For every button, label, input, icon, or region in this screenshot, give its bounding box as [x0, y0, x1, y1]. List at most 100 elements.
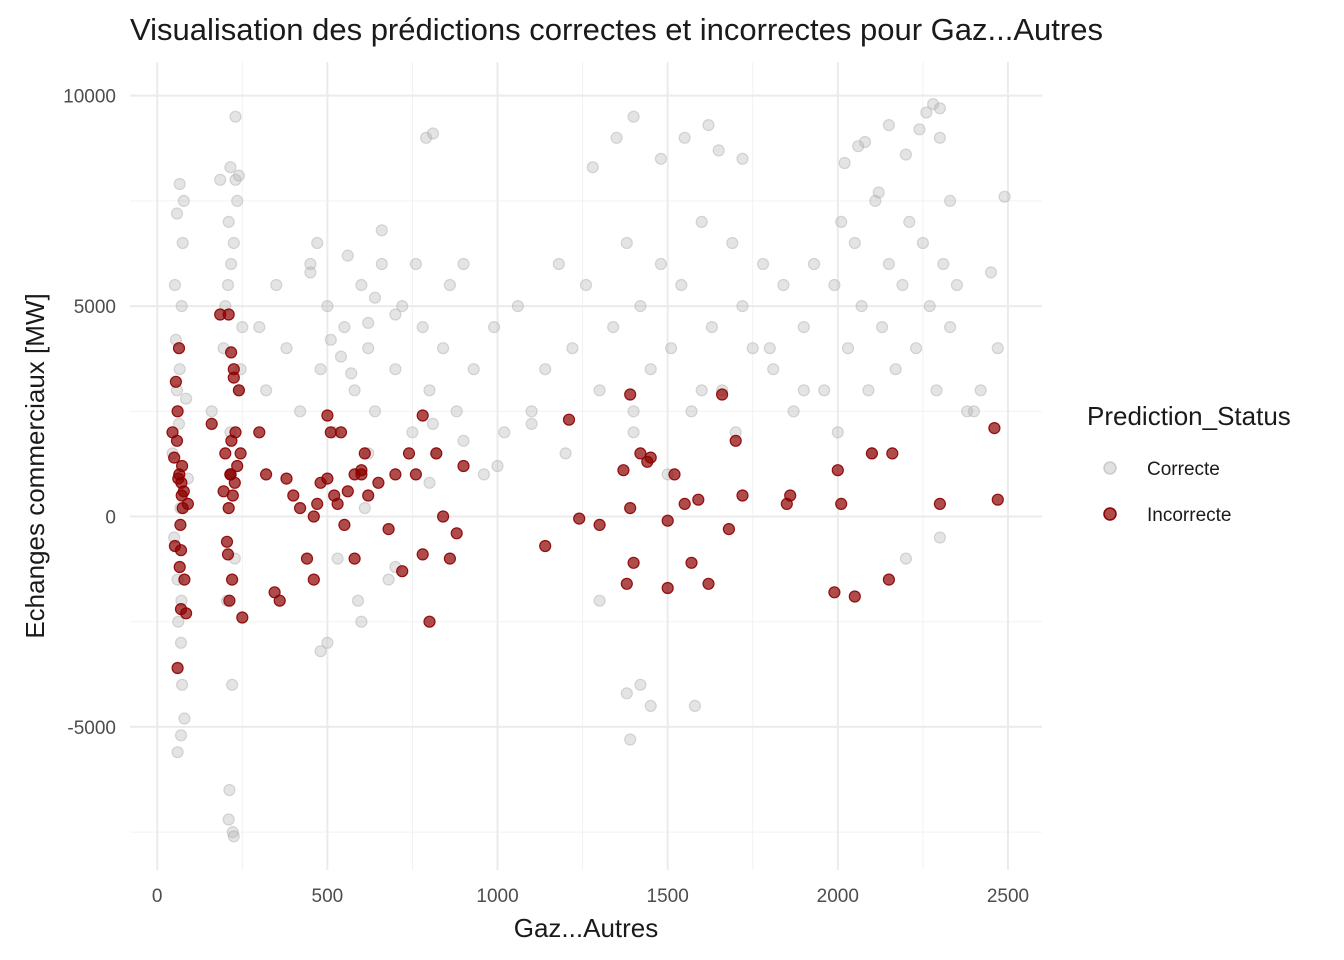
- data-point: [933, 497, 947, 510]
- data-point: [173, 363, 186, 376]
- data-point: [726, 236, 739, 250]
- data-point: [937, 257, 950, 271]
- data-point: [253, 321, 266, 334]
- data-point: [221, 278, 235, 292]
- data-point: [174, 636, 188, 649]
- data-point: [389, 363, 402, 376]
- data-point: [624, 733, 637, 746]
- data-point: [175, 300, 188, 313]
- data-point: [362, 342, 375, 355]
- data-point: [260, 384, 273, 397]
- data-point: [566, 342, 579, 355]
- series-correcte: [166, 97, 1011, 843]
- data-point: [899, 552, 913, 565]
- data-point: [661, 514, 674, 527]
- legend: Prediction_Status Correcte Incorrecte: [1087, 401, 1291, 526]
- data-point: [627, 556, 640, 569]
- data-point: [855, 300, 868, 313]
- data-point: [307, 510, 320, 523]
- data-point: [226, 678, 239, 691]
- data-point: [654, 257, 668, 271]
- data-point: [736, 300, 749, 313]
- data-point: [539, 539, 552, 553]
- data-point: [437, 510, 450, 523]
- data-point: [552, 257, 565, 271]
- data-point: [933, 102, 947, 115]
- data-point: [916, 236, 930, 250]
- data-point: [287, 489, 300, 502]
- data-point: [171, 746, 184, 759]
- data-point: [406, 426, 419, 439]
- data-point: [178, 573, 191, 586]
- data-point: [882, 257, 896, 271]
- data-point: [372, 476, 385, 489]
- data-point: [382, 522, 395, 536]
- data-point: [692, 493, 705, 506]
- data-point: [777, 278, 790, 292]
- data-point: [886, 447, 899, 460]
- data-point: [226, 573, 239, 586]
- data-point: [311, 497, 324, 510]
- data-point: [882, 118, 896, 132]
- data-point: [362, 316, 375, 329]
- data-point: [225, 346, 238, 359]
- y-tick-label: 10000: [63, 87, 116, 108]
- data-point: [664, 342, 678, 355]
- data-point: [722, 522, 736, 536]
- data-point: [368, 291, 382, 304]
- data-point: [221, 548, 235, 561]
- data-point: [300, 552, 314, 565]
- data-point: [389, 468, 402, 481]
- data-point: [573, 512, 586, 525]
- data-point: [260, 468, 273, 481]
- data-point: [865, 447, 879, 460]
- chart-title: Visualisation des prédictions correctes …: [130, 12, 1103, 47]
- data-point: [236, 321, 249, 334]
- data-point: [457, 257, 470, 271]
- data-point: [423, 384, 436, 397]
- x-tick-label: 500: [312, 886, 344, 907]
- data-point: [176, 236, 189, 250]
- grid: [130, 62, 1042, 870]
- data-point: [227, 236, 240, 250]
- data-point: [270, 278, 283, 292]
- data-point: [307, 573, 320, 586]
- data-point: [943, 194, 957, 207]
- data-point: [559, 447, 572, 460]
- data-point: [889, 363, 902, 376]
- data-point: [899, 148, 913, 161]
- data-point: [355, 278, 368, 292]
- data-point: [933, 131, 947, 144]
- data-point: [222, 813, 235, 826]
- data-point: [253, 426, 266, 439]
- x-tick-label: 2000: [817, 886, 859, 907]
- data-point: [998, 190, 1011, 203]
- legend-key-incorrecte: [1103, 507, 1117, 521]
- data-point: [174, 518, 187, 532]
- data-point: [746, 342, 759, 355]
- data-point: [423, 476, 436, 489]
- data-point: [355, 615, 368, 628]
- data-point: [828, 278, 841, 292]
- data-point: [169, 375, 182, 388]
- data-point: [311, 236, 324, 250]
- data-point: [222, 215, 235, 228]
- series-incorrecte: [166, 308, 1004, 675]
- data-point: [171, 661, 184, 675]
- data-point: [232, 384, 245, 397]
- data-point: [488, 321, 501, 334]
- data-point: [443, 552, 456, 565]
- x-tick-label: 1500: [647, 886, 689, 907]
- data-point: [224, 161, 237, 174]
- data-point: [358, 447, 371, 460]
- data-point: [872, 186, 885, 199]
- x-tick-label: 0: [152, 886, 163, 907]
- x-axis-title: Gaz...Autres: [514, 913, 659, 943]
- data-point: [173, 177, 186, 191]
- data-point: [375, 224, 388, 237]
- data-point: [498, 426, 511, 439]
- data-point: [396, 565, 409, 578]
- data-point: [784, 489, 797, 502]
- data-point: [234, 447, 247, 460]
